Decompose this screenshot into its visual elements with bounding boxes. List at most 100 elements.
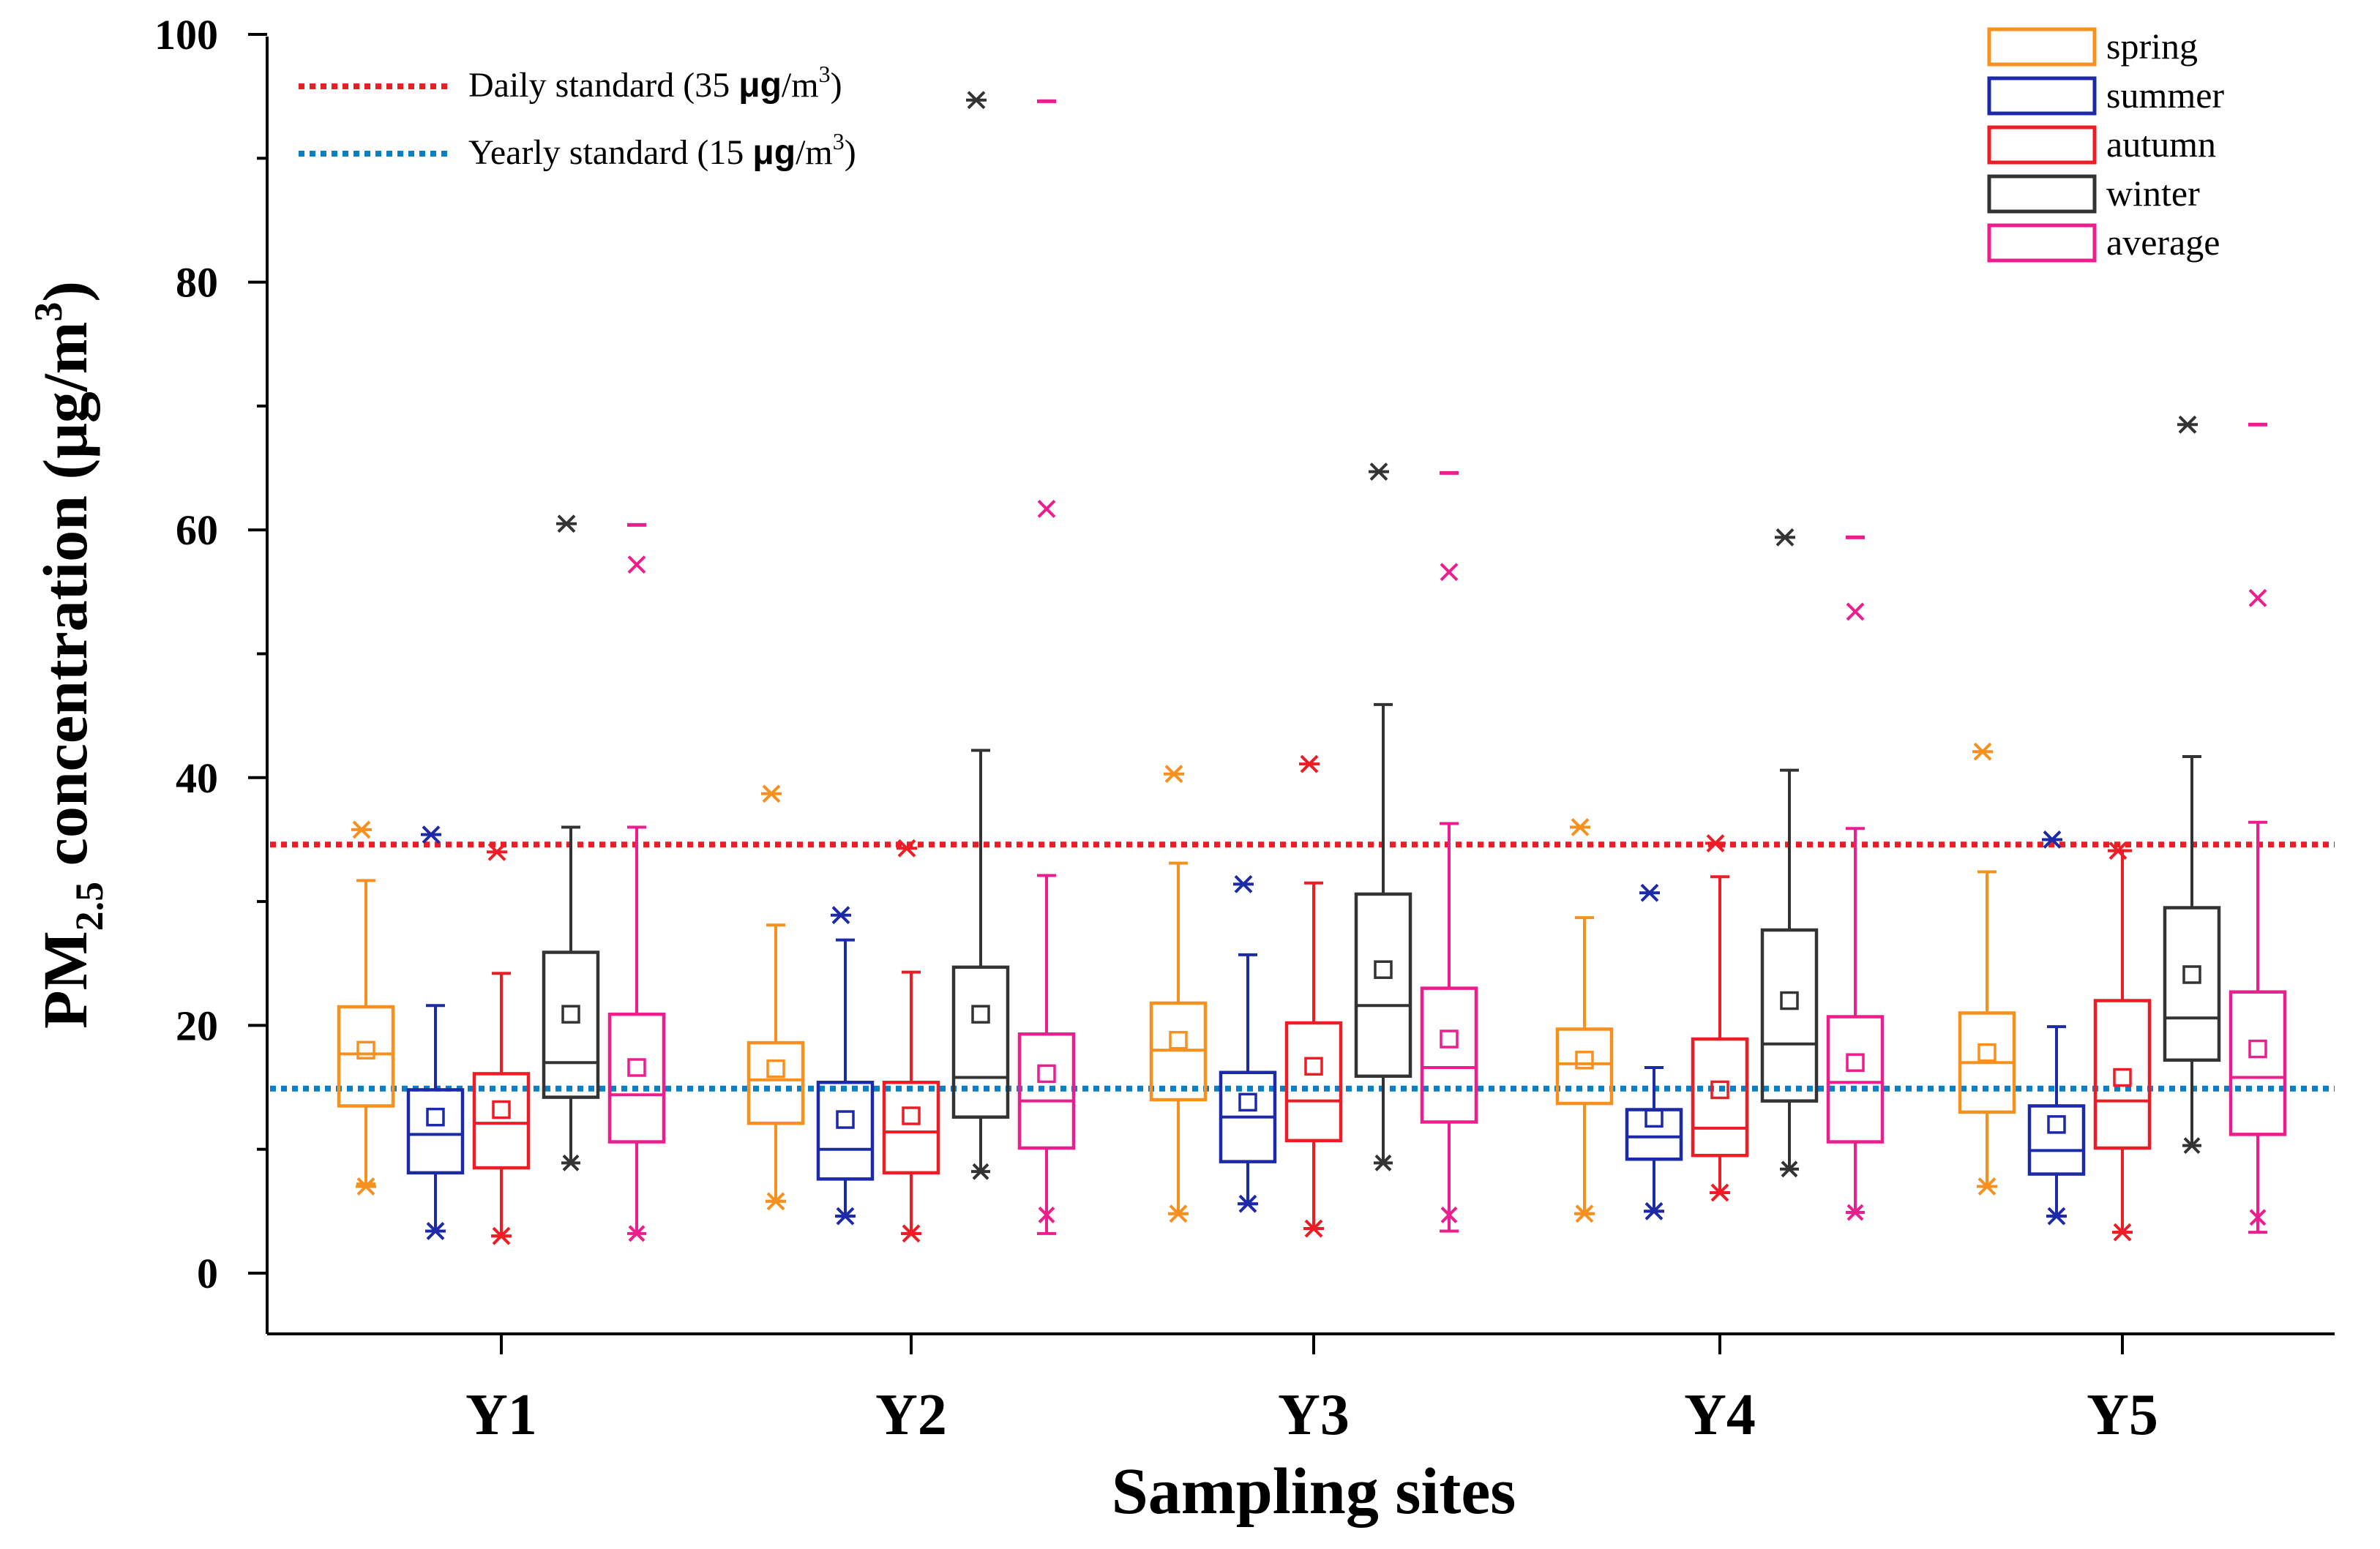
- mean-marker: [1780, 991, 1799, 1010]
- box-autumn-y4: [1691, 875, 1749, 1194]
- max-marker: [2042, 830, 2062, 849]
- box-autumn-y5: [2093, 849, 2152, 1234]
- box-summer-y2: [816, 938, 875, 1218]
- box-average-y5: [2229, 820, 2287, 1234]
- ref-legend-label-daily: Daily standard (35 μg/m3): [468, 61, 842, 105]
- box-iqr: [406, 1088, 465, 1175]
- y-axis-title: PM2.5 concentration (μg/m3): [26, 281, 111, 1029]
- min-marker: [901, 1224, 921, 1243]
- max-marker: [1233, 874, 1254, 893]
- mean-marker: [971, 1005, 990, 1024]
- marker-stroke: [562, 1154, 580, 1171]
- box-winter-y3: [1354, 702, 1412, 1165]
- outlier-marker: [2248, 588, 2267, 607]
- legend-swatch-autumn: [1987, 125, 2097, 165]
- max-marker: [1705, 834, 1726, 852]
- box-iqr: [1760, 928, 1819, 1103]
- marker-stroke: [1038, 1207, 1055, 1223]
- box-iqr: [1420, 986, 1478, 1124]
- box-iqr: [472, 1072, 531, 1170]
- max-marker: [351, 820, 372, 839]
- box-autumn-y2: [882, 970, 940, 1235]
- y-tick-label: 0: [197, 1250, 218, 1297]
- mean-marker: [627, 1058, 646, 1077]
- legend-label-average: average: [2106, 222, 2220, 263]
- box-iqr: [2027, 1104, 2086, 1176]
- mean-marker: [1374, 960, 1393, 979]
- mean-marker: [1440, 1029, 1459, 1049]
- y-axis-title-prefix: PM: [30, 931, 100, 1029]
- box-average-y4: [1826, 827, 1885, 1215]
- min-marker: [2183, 1137, 2201, 1155]
- max-marker: [831, 906, 851, 925]
- max-marker: [1299, 754, 1320, 773]
- legend-label-spring: spring: [2106, 26, 2198, 67]
- box-iqr: [1691, 1037, 1749, 1158]
- box-summer-y1: [406, 1004, 465, 1233]
- min-marker: [1038, 1207, 1055, 1223]
- min-marker: [1574, 1204, 1595, 1223]
- x-tick-label-y4: Y4: [1684, 1383, 1756, 1447]
- y-axis-title-suffix: ): [30, 281, 100, 302]
- min-marker: [835, 1207, 856, 1226]
- box-average-y1: [607, 825, 666, 1235]
- box-iqr: [1284, 1021, 1343, 1143]
- marker-stroke: [2249, 1209, 2267, 1226]
- legend-label-autumn: autumn: [2106, 124, 2216, 165]
- min-marker: [1440, 1207, 1458, 1223]
- marker-stroke: [1374, 1154, 1392, 1171]
- max-marker: [1570, 818, 1590, 836]
- outlier-marker: [627, 555, 646, 574]
- mean-marker: [902, 1106, 921, 1125]
- min-marker: [1846, 1204, 1864, 1221]
- box-iqr: [542, 950, 600, 1099]
- min-marker: [1374, 1154, 1392, 1171]
- min-marker: [356, 1177, 376, 1196]
- mean-marker: [492, 1100, 511, 1119]
- max-marker: [761, 784, 782, 803]
- mean-marker: [2182, 965, 2201, 984]
- box-spring-y3: [1149, 861, 1208, 1215]
- legend-swatch-average: [1987, 223, 2097, 263]
- box-winter-y1: [542, 825, 600, 1165]
- outlier-marker: [1037, 500, 1056, 518]
- box-winter-y2: [951, 749, 1010, 1174]
- x-tick-label-y2: Y2: [875, 1383, 947, 1447]
- min-marker: [1238, 1194, 1258, 1213]
- mean-marker: [1846, 1053, 1865, 1072]
- min-marker: [491, 1226, 512, 1245]
- mean-marker: [2113, 1068, 2132, 1087]
- mean-marker: [356, 1040, 375, 1060]
- mean-marker: [1575, 1051, 1594, 1070]
- mean-marker: [1304, 1057, 1323, 1076]
- box-iqr: [816, 1081, 875, 1181]
- max-marker: [487, 842, 507, 861]
- box-spring-y4: [1555, 916, 1614, 1215]
- mean-marker: [766, 1059, 785, 1079]
- ref-legend-rest: /m: [796, 133, 833, 172]
- marker-stroke: [1440, 1207, 1458, 1223]
- x-tick-label-y5: Y5: [2087, 1383, 2158, 1447]
- box-iqr: [1555, 1027, 1614, 1106]
- box-iqr: [882, 1081, 940, 1175]
- y-tick-label: 40: [176, 754, 218, 802]
- max-marker: [1164, 765, 1184, 784]
- min-marker: [766, 1192, 786, 1211]
- ref-legend-close: ): [831, 66, 842, 105]
- max-marker: [2177, 415, 2198, 434]
- mean-marker: [2047, 1115, 2066, 1134]
- legend-label-summer: summer: [2106, 75, 2224, 116]
- ref-legend-unit: μg: [738, 66, 782, 105]
- max-marker: [2108, 841, 2128, 860]
- legend-swatch-spring: [1987, 27, 2097, 67]
- max-marker: [556, 514, 577, 533]
- legend-label-winter: winter: [2106, 173, 2200, 214]
- box-winter-y4: [1760, 768, 1819, 1171]
- marker-stroke: [972, 1163, 989, 1180]
- box-iqr: [2093, 999, 2152, 1150]
- min-marker: [1303, 1219, 1324, 1238]
- box-iqr: [1017, 1032, 1076, 1150]
- box-iqr: [607, 1012, 666, 1144]
